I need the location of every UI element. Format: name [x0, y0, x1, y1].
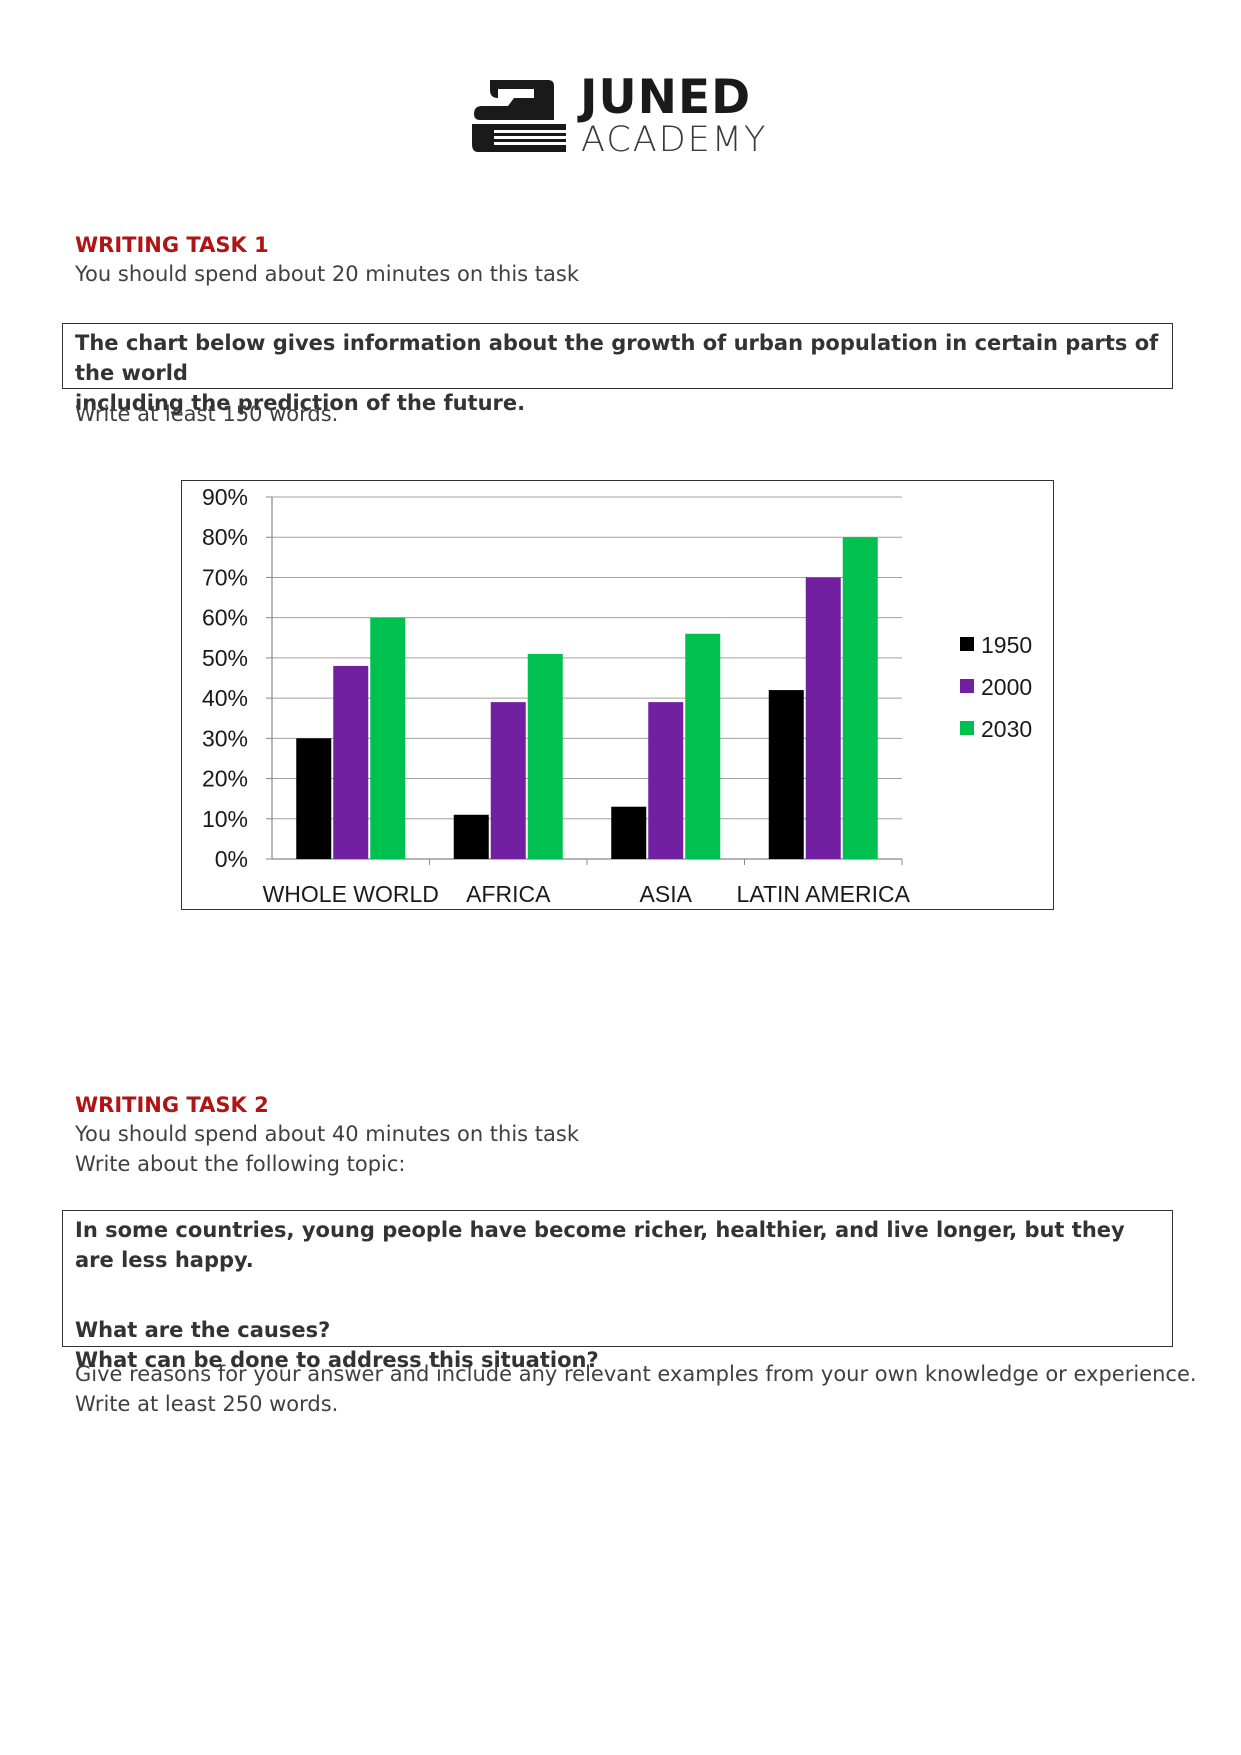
legend-label-2000: 2000 [981, 674, 1032, 700]
y-tick-label: 30% [202, 725, 248, 751]
bar-2030-asia [685, 633, 721, 859]
task2-word-count: Write at least 250 words. [75, 1392, 339, 1416]
legend-swatch-2030 [960, 721, 974, 735]
urban-population-chart: 0% 10% 20% 30% 40% 50% 60% 70% 80% 90% WHOLE WORLD… [181, 480, 1054, 910]
y-tick-label: 80% [202, 524, 248, 550]
bar-2000-whole-world [333, 665, 369, 859]
y-tick-label: 20% [202, 766, 248, 792]
legend-label-2030: 2030 [981, 716, 1032, 742]
task2-prompt-box: In some countries, young people have bec… [62, 1210, 1173, 1372]
bar-1950-latin-america [768, 690, 804, 859]
y-tick-label: 70% [202, 564, 248, 590]
y-tick-label: 50% [202, 645, 248, 671]
task1-heading: WRITING TASK 1 [75, 233, 269, 257]
chart-svg: 0% 10% 20% 30% 40% 50% 60% 70% 80% 90% WHOLE WORLD… [202, 484, 1032, 907]
task1-word-count: Write at least 150 words. [75, 402, 339, 426]
legend-swatch-2000 [960, 679, 974, 693]
task2-question2: What can be done to address this situati… [75, 1348, 599, 1372]
juned-academy-logo: JUNED ACADEMY [468, 70, 778, 160]
task1-prompt-line1: The chart below gives information about … [75, 331, 1159, 385]
bar-2000-asia [648, 702, 684, 859]
task1-prompt-box: The chart below gives information about … [62, 323, 1173, 415]
task2-question1: What are the causes? [75, 1318, 331, 1342]
bar-2030-africa [527, 653, 563, 859]
bar-1950-whole-world [296, 738, 332, 859]
x-category-label: WHOLE WORLD [263, 881, 439, 907]
bar-2030-latin-america [842, 537, 878, 859]
y-tick-label: 0% [215, 846, 248, 872]
logo-subtitle: ACADEMY [581, 120, 768, 160]
y-tick-label: 40% [202, 685, 248, 711]
task2-time: You should spend about 40 minutes on thi… [75, 1122, 579, 1146]
bar-2000-latin-america [805, 577, 841, 859]
bar-2030-whole-world [370, 617, 406, 859]
x-category-label: AFRICA [466, 881, 551, 907]
iron-book-icon [472, 80, 566, 152]
task2-topic-intro: Write about the following topic: [75, 1152, 406, 1176]
task1-prompt-line2: including the prediction of the future. [75, 391, 526, 415]
legend-label-1950: 1950 [981, 632, 1032, 658]
x-category-label: ASIA [640, 881, 693, 907]
logo-name: JUNED [580, 70, 752, 125]
bar-2000-africa [490, 702, 526, 859]
task2-prompt-line1: In some countries, young people have bec… [75, 1218, 1125, 1272]
task1-time: You should spend about 20 minutes on thi… [75, 262, 579, 286]
bar-1950-africa [453, 814, 489, 859]
y-tick-label: 10% [202, 806, 248, 832]
y-tick-label: 90% [202, 484, 248, 510]
task2-instructions: Give reasons for your answer and include… [75, 1362, 1197, 1386]
legend-swatch-1950 [960, 637, 974, 651]
bar-1950-asia [611, 806, 647, 859]
task2-heading: WRITING TASK 2 [75, 1093, 269, 1117]
y-tick-label: 60% [202, 605, 248, 631]
x-category-label: LATIN AMERICA [737, 881, 911, 907]
